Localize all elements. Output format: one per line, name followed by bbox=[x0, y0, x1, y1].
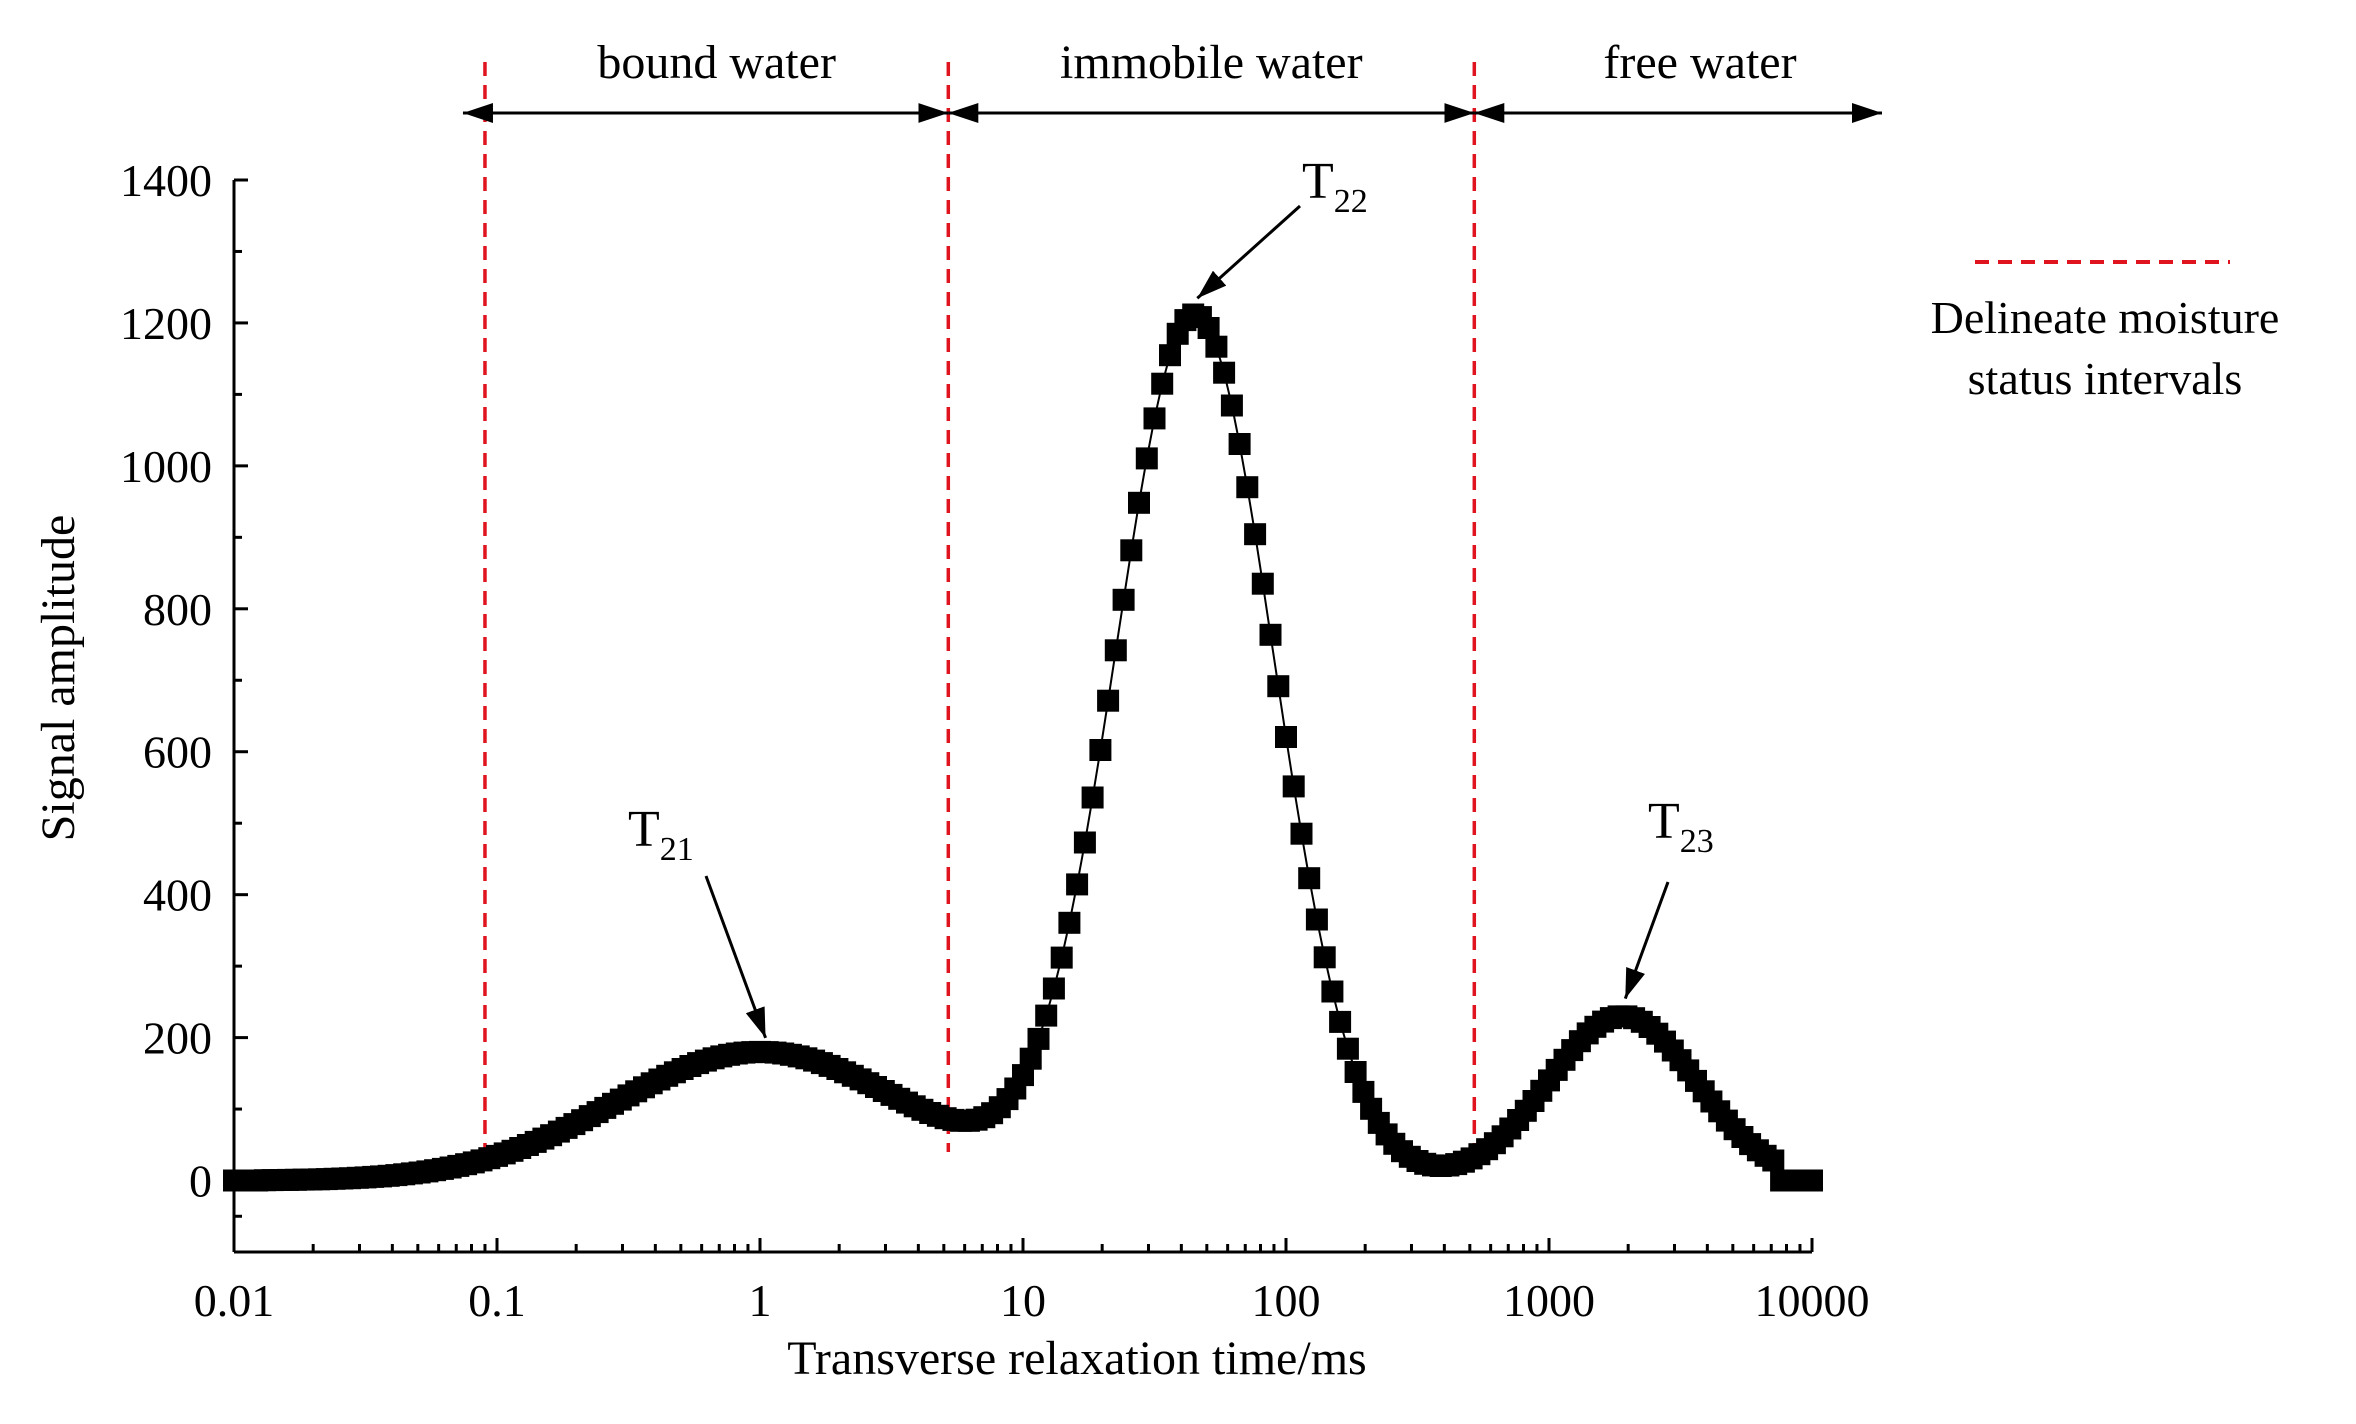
axes: 0 200 400 600 800 1000 1200 1400 0.01 0.1 1 10 100 10… bbox=[120, 155, 1870, 1326]
data-point bbox=[1305, 908, 1328, 931]
y-tick-label: 200 bbox=[143, 1013, 212, 1064]
data-point bbox=[1027, 1027, 1050, 1050]
data-point bbox=[1282, 775, 1305, 798]
x-tick-label: 0.1 bbox=[468, 1275, 526, 1326]
data-point bbox=[1236, 476, 1259, 499]
y-tick-label: 1000 bbox=[120, 441, 212, 492]
data-point bbox=[1762, 1149, 1785, 1172]
x-tick-label: 10 bbox=[1000, 1275, 1046, 1326]
legend-text-line-1: Delineate moisture bbox=[1931, 292, 2280, 343]
annotation-label: T22 bbox=[1302, 153, 1368, 220]
region-label: bound water bbox=[597, 36, 836, 89]
data-point bbox=[1151, 372, 1174, 395]
data-point bbox=[1267, 675, 1290, 698]
region-label: free water bbox=[1603, 36, 1796, 89]
annotation-label: T21 bbox=[628, 801, 694, 868]
data-point bbox=[1104, 639, 1127, 662]
data-point bbox=[1197, 317, 1220, 339]
x-axis-title: Transverse relaxation time/ms bbox=[787, 1332, 1366, 1385]
data-point bbox=[1019, 1047, 1042, 1070]
data-point bbox=[1073, 831, 1096, 854]
y-tick-label: 400 bbox=[143, 870, 212, 921]
data-point bbox=[1244, 523, 1267, 546]
data-point bbox=[1120, 539, 1143, 562]
x-tick-label: 1000 bbox=[1503, 1275, 1595, 1326]
data-point bbox=[1298, 867, 1321, 890]
y-tick-label: 1400 bbox=[120, 155, 212, 206]
data-point bbox=[1344, 1061, 1367, 1083]
data-point bbox=[1290, 822, 1313, 845]
annotation-arrow bbox=[1196, 204, 1302, 300]
data-point bbox=[1251, 572, 1274, 595]
data-point bbox=[1050, 946, 1073, 969]
y-tick-label: 1200 bbox=[120, 298, 212, 349]
data-point bbox=[1089, 739, 1112, 761]
data-point bbox=[1313, 946, 1336, 969]
data-point bbox=[1042, 977, 1065, 1000]
annotation-arrow bbox=[1623, 881, 1670, 1000]
divider-lines bbox=[483, 62, 1477, 1152]
data-point bbox=[1205, 335, 1228, 358]
region-arrows: bound water immobile water free water bbox=[462, 36, 1882, 123]
x-tick-label: 0.01 bbox=[194, 1275, 275, 1326]
data-point bbox=[1321, 980, 1344, 1003]
data-point bbox=[1352, 1080, 1375, 1103]
data-point bbox=[1259, 623, 1282, 646]
data-point bbox=[1035, 1004, 1058, 1027]
data-point bbox=[1159, 344, 1181, 367]
y-axis-title: Signal amplitude bbox=[32, 515, 85, 842]
x-tick-label: 1 bbox=[749, 1275, 772, 1326]
data-point bbox=[1097, 689, 1120, 712]
y-tick-label: 0 bbox=[189, 1156, 212, 1207]
data-point bbox=[1081, 786, 1104, 809]
data-point bbox=[1228, 433, 1251, 455]
region-label: immobile water bbox=[1060, 36, 1363, 89]
data-point bbox=[1329, 1010, 1352, 1033]
data-point bbox=[1143, 407, 1166, 430]
y-tick-label: 800 bbox=[143, 584, 212, 635]
x-tick-label: 10000 bbox=[1755, 1275, 1870, 1326]
annotation-arrow bbox=[704, 875, 767, 1039]
legend: Delineate moisture status intervals bbox=[1931, 260, 2280, 404]
data-points bbox=[223, 303, 1823, 1192]
data-point bbox=[1213, 361, 1236, 384]
data-point bbox=[1066, 873, 1089, 896]
data-point bbox=[1336, 1037, 1359, 1060]
y-tick-label: 600 bbox=[143, 727, 212, 778]
data-point bbox=[1220, 394, 1243, 417]
data-point bbox=[1128, 491, 1150, 514]
data-point bbox=[1801, 1169, 1823, 1192]
data-point bbox=[1058, 911, 1081, 934]
data-point bbox=[1135, 447, 1158, 470]
data-point bbox=[1112, 588, 1135, 611]
legend-text-line-2: status intervals bbox=[1968, 353, 2243, 404]
data-point bbox=[1275, 726, 1297, 748]
x-tick-label: 100 bbox=[1252, 1275, 1321, 1326]
peak-annotations: T21 T22 T23 bbox=[628, 153, 1714, 1039]
annotation-label: T23 bbox=[1648, 793, 1714, 860]
